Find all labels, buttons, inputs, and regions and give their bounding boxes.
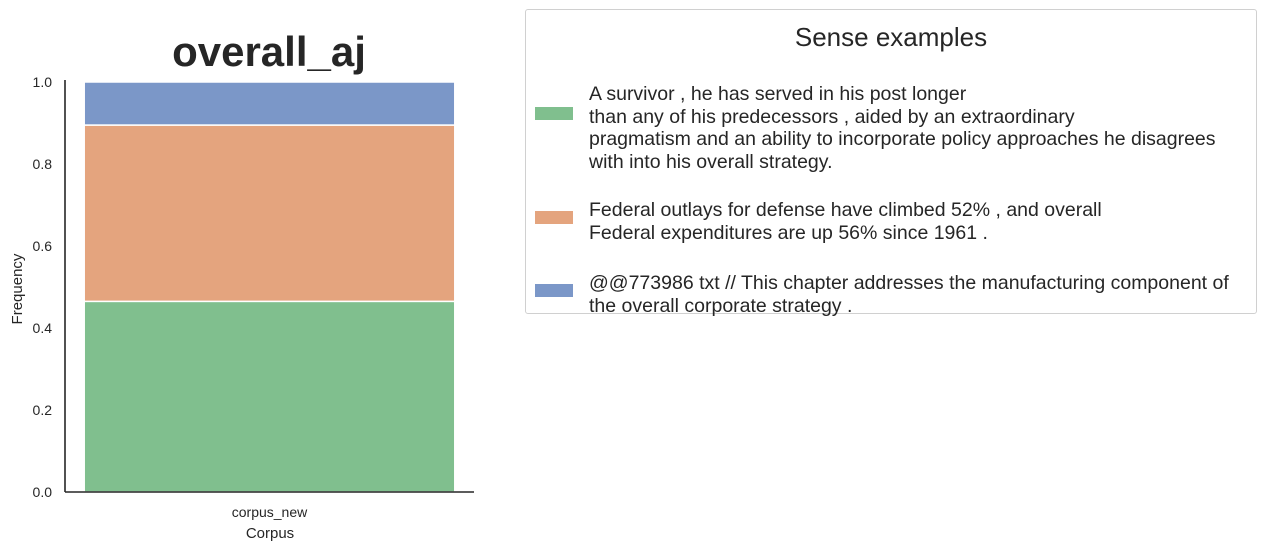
chart-title: overall_aj (172, 28, 366, 75)
y-axis-label: Frequency (9, 253, 26, 324)
bar-segment-2 (83, 124, 456, 303)
legend-label: @@773986 txt // This chapter addresses t… (589, 272, 1229, 317)
legend-swatch (535, 211, 573, 224)
x-tick-labels: corpus_new (232, 504, 308, 520)
y-tick-label: 1.0 (33, 74, 53, 90)
x-axis-label: Corpus (246, 525, 294, 542)
x-tick-label: corpus_new (232, 504, 308, 520)
bar-segment-3 (83, 81, 456, 126)
legend-label: Federal outlays for defense have climbed… (589, 199, 1102, 244)
legend-label: A survivor , he has served in his post l… (589, 83, 1216, 173)
legend-title: Sense examples (794, 22, 988, 52)
y-tick-label: 0.8 (33, 156, 53, 172)
y-tick-label: 0.6 (33, 238, 53, 254)
bar-segment-1 (83, 300, 456, 493)
y-tick-label: 0.4 (33, 320, 53, 336)
y-tick-label: 0.2 (33, 402, 53, 418)
bar-stack (83, 81, 456, 493)
legend: Sense examples A survivor , he has serve… (525, 9, 1257, 317)
y-tick-label: 0.0 (33, 484, 53, 500)
y-tick-labels: 0.0 0.2 0.4 0.6 0.8 1.0 (33, 74, 53, 500)
legend-swatch (535, 284, 573, 297)
legend-swatch (535, 107, 573, 120)
